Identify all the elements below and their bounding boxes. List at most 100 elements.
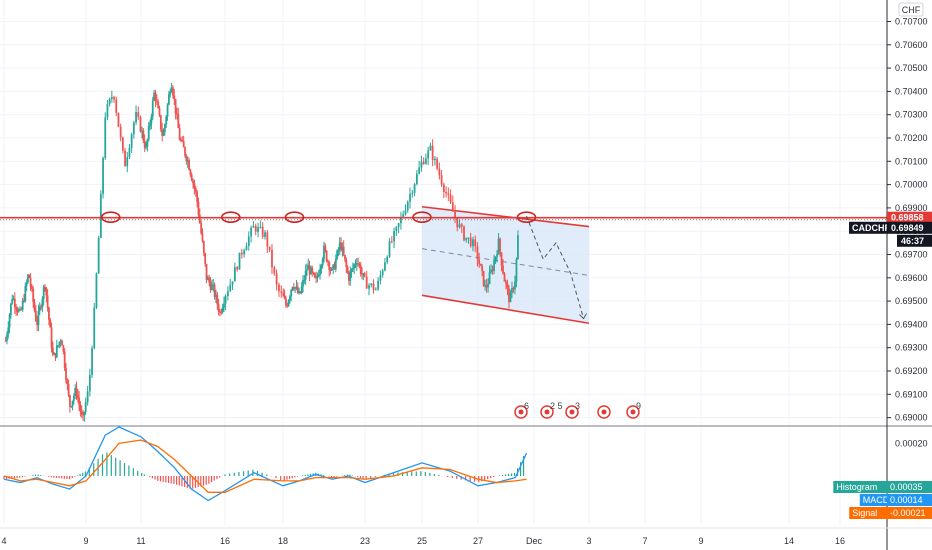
candle-body (15, 307, 18, 310)
candle-body (161, 129, 164, 136)
candle-body (288, 296, 291, 301)
price-tick-label: 0.70700 (895, 17, 928, 27)
candle-body (481, 265, 484, 271)
candle-body (460, 224, 463, 227)
candle-body (506, 283, 509, 289)
candle-body (409, 193, 411, 202)
candle-body (80, 411, 83, 415)
candle-body (515, 258, 518, 282)
candle-body (167, 94, 170, 105)
candle-body (205, 263, 208, 281)
candle-body (209, 282, 212, 290)
last-price-tag (887, 221, 932, 234)
macd-pane (0, 425, 932, 502)
candle-body (502, 265, 504, 274)
candle-body (155, 100, 158, 102)
candle-body (413, 184, 416, 193)
candle-body (268, 246, 271, 250)
candle-body (42, 286, 45, 299)
candle-body (491, 269, 494, 272)
candle-body (206, 277, 209, 281)
candle-body (40, 306, 42, 308)
event-markers[interactable]: 6 2 5 3 9 (514, 401, 641, 419)
candle-body (283, 296, 286, 299)
date-tick-label: 3 (586, 536, 591, 546)
candle-body (91, 348, 93, 375)
event-marker-count: 2 5 (550, 401, 563, 411)
candle-body (12, 298, 15, 300)
candle-body (74, 387, 77, 396)
event-marker-dot (630, 409, 636, 415)
candle-body (176, 113, 178, 115)
candle-body (4, 340, 7, 342)
candle-body (503, 273, 506, 282)
countdown-tag (897, 234, 932, 247)
candle-body (395, 226, 398, 232)
candle-body (59, 340, 62, 342)
date-tick-label: 11 (136, 536, 145, 546)
candle-body (323, 245, 325, 260)
candle-body (46, 295, 49, 308)
candle-body (485, 285, 488, 288)
candle-body (143, 140, 146, 148)
event-marker-dot (569, 409, 575, 415)
projection-path (526, 215, 584, 319)
candle-body (496, 254, 498, 257)
candle-body (200, 223, 203, 234)
candle-body (186, 160, 189, 162)
candle-body (302, 280, 304, 287)
signal-value-tag (887, 507, 932, 519)
candle-body (212, 284, 215, 286)
candle-body (350, 269, 353, 272)
candle-body (146, 139, 149, 147)
touch-ellipse (516, 211, 537, 224)
candle-body (361, 273, 363, 275)
candle-body (431, 145, 434, 161)
candle-body (113, 96, 115, 100)
candle-body (172, 87, 174, 96)
price-tick-label: 0.70600 (895, 40, 928, 50)
candle-body (517, 235, 519, 259)
candle-body (372, 283, 375, 290)
candle-body (250, 227, 252, 237)
candle-body (353, 264, 356, 269)
candle-body (472, 239, 474, 247)
candle-body (327, 261, 329, 263)
candle-body (86, 391, 89, 403)
candle-body (304, 270, 307, 280)
candle-body (355, 263, 358, 265)
candle-body (180, 139, 182, 141)
candle-body (192, 180, 194, 184)
candle-body (149, 123, 151, 127)
histogram-legend-tag (833, 481, 887, 493)
candle-body (141, 130, 143, 132)
candle-body (126, 157, 129, 167)
candle-body (390, 241, 393, 243)
candle-body (72, 395, 75, 401)
candle-body (370, 283, 373, 286)
candle-body (194, 188, 197, 192)
candle-body (13, 298, 16, 308)
candle-body (433, 158, 436, 161)
candle-body (252, 225, 255, 228)
candle-body (30, 286, 33, 289)
candle-body (402, 214, 405, 217)
date-tick-label: 23 (360, 536, 370, 546)
candle-body (291, 287, 294, 290)
macd-tick-label: 0.00020 (895, 438, 928, 448)
candle-body (44, 286, 46, 288)
candle-body (36, 321, 39, 326)
candle-body (215, 294, 217, 297)
candle-body (490, 269, 492, 273)
candle-body (273, 267, 276, 274)
candle-body (319, 269, 321, 275)
currency-label: CHF (902, 5, 921, 15)
candle-body (488, 272, 491, 284)
candle-body (357, 263, 360, 265)
candle-body (442, 184, 445, 192)
candle-body (95, 273, 98, 308)
histogram-value-tag (887, 481, 932, 493)
candle-body (37, 311, 40, 326)
candle-body (50, 327, 53, 348)
